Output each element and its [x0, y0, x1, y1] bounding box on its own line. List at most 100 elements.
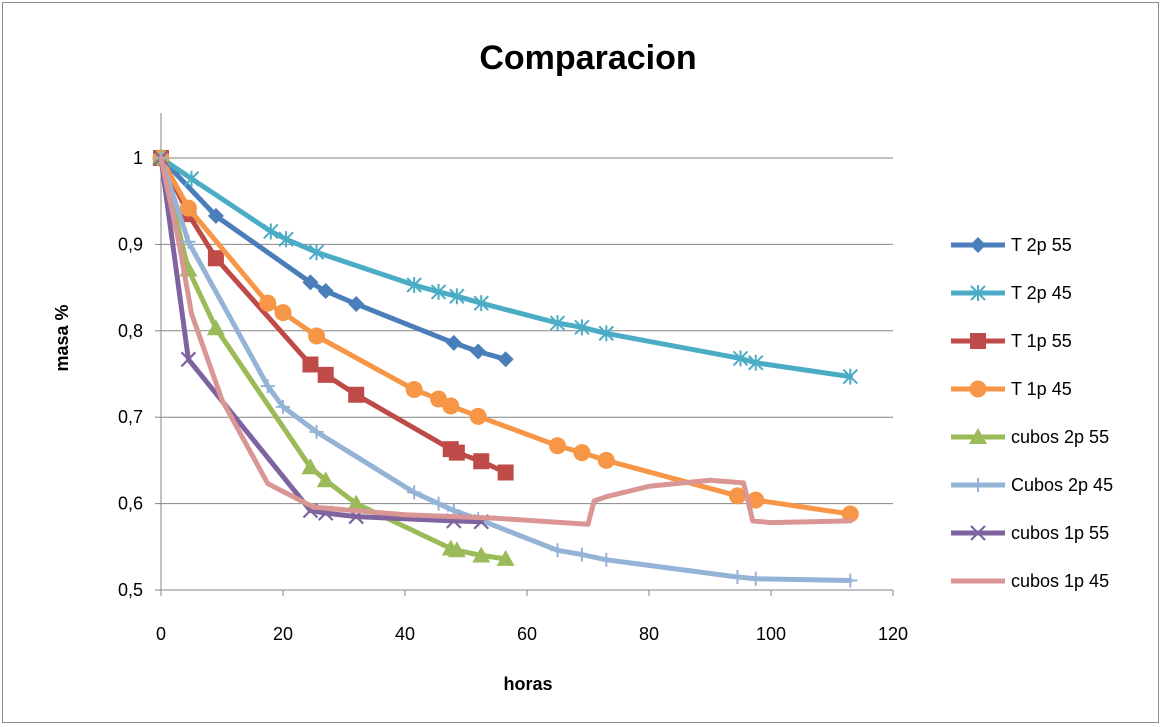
- legend-label: cubos 1p 55: [1011, 523, 1109, 543]
- legend-marker: [969, 380, 987, 398]
- series-cubos-2p-45: [154, 151, 858, 588]
- line-chart: Comparacion 0,5 0,6 0,7 0,8 0,9 1 0 20 40 60 80 100…: [52, 39, 1113, 694]
- series-cubos-1p-45: [158, 155, 853, 527]
- data-point: [549, 437, 566, 455]
- legend-label: T 1p 45: [1011, 379, 1072, 399]
- chart-title: Comparacion: [479, 39, 696, 77]
- legend-label: T 2p 45: [1011, 283, 1072, 303]
- legend-item: Cubos 2p 45: [951, 475, 1113, 495]
- data-point: [316, 471, 335, 488]
- gridlines: [161, 157, 893, 505]
- data-point: [473, 295, 489, 312]
- legend-marker: [970, 237, 986, 253]
- legend-item: cubos 1p 45: [951, 571, 1109, 591]
- series-line: [158, 155, 509, 475]
- data-point: [469, 407, 487, 425]
- data-point: [748, 571, 763, 586]
- data-point: [473, 453, 490, 470]
- data-point: [347, 494, 366, 511]
- x-tick-label: 120: [878, 624, 908, 644]
- legend-item: T 1p 55: [951, 331, 1072, 351]
- data-point: [180, 351, 197, 368]
- data-point: [445, 334, 462, 351]
- x-tick-label: 100: [756, 624, 786, 644]
- legend-label: cubos 1p 45: [1011, 571, 1109, 591]
- data-point: [278, 231, 294, 248]
- y-tick-label: 0,9: [118, 234, 143, 254]
- legend-item: cubos 1p 55: [951, 523, 1109, 543]
- data-point: [574, 547, 589, 562]
- axes: [155, 113, 894, 596]
- data-point: [179, 199, 197, 217]
- series-line: [158, 155, 853, 380]
- data-point: [406, 277, 422, 294]
- data-point: [748, 354, 764, 371]
- data-point: [206, 319, 225, 336]
- data-point: [728, 487, 746, 505]
- series-line: [158, 155, 509, 562]
- data-point: [348, 386, 365, 403]
- x-tick-label: 40: [395, 624, 415, 644]
- legend-item: T 1p 45: [951, 379, 1072, 399]
- data-point: [598, 325, 615, 342]
- data-point: [842, 368, 859, 385]
- legend-item: T 2p 55: [951, 235, 1072, 255]
- data-point: [259, 294, 277, 312]
- x-tick-label: 60: [517, 624, 537, 644]
- data-point: [497, 464, 514, 481]
- data-point: [472, 546, 491, 563]
- data-point: [843, 573, 858, 588]
- data-point: [449, 288, 465, 305]
- series-layer: [152, 149, 859, 588]
- data-point: [447, 541, 466, 558]
- data-point: [573, 444, 591, 462]
- data-point: [308, 244, 325, 261]
- data-point: [309, 424, 324, 439]
- data-point: [308, 327, 326, 345]
- data-point: [407, 485, 422, 500]
- x-tick-label: 80: [639, 624, 659, 644]
- data-point: [597, 451, 615, 469]
- data-point: [747, 491, 765, 509]
- data-point: [574, 319, 590, 336]
- data-point: [302, 274, 319, 291]
- y-tick-label: 0,7: [118, 407, 143, 427]
- y-tick-label: 1: [133, 148, 143, 168]
- data-point: [730, 570, 745, 585]
- data-point: [207, 207, 224, 224]
- y-tick-label: 0,8: [118, 321, 143, 341]
- series-line: [158, 155, 853, 517]
- series-line: [158, 155, 853, 527]
- x-tick-label: 20: [273, 624, 293, 644]
- data-point: [301, 458, 320, 475]
- data-point: [260, 379, 275, 394]
- y-tick-label: 0,6: [118, 494, 143, 514]
- y-axis-title: masa %: [52, 304, 72, 371]
- legend-label: T 2p 55: [1011, 235, 1072, 255]
- legend-marker: [970, 525, 986, 541]
- data-point: [317, 283, 334, 300]
- x-tick-label: 0: [156, 624, 166, 644]
- legend-label: cubos 2p 55: [1011, 427, 1109, 447]
- data-point: [405, 381, 423, 399]
- y-tick-label: 0,5: [118, 580, 143, 600]
- data-point: [496, 549, 515, 566]
- data-point: [183, 170, 200, 187]
- data-point: [497, 351, 514, 368]
- data-point: [470, 343, 487, 360]
- data-point: [442, 397, 460, 415]
- x-axis-title: horas: [503, 674, 552, 694]
- data-point: [274, 304, 292, 322]
- data-point: [181, 234, 196, 249]
- legend-marker: [970, 333, 986, 349]
- data-point: [549, 315, 566, 332]
- data-point: [550, 543, 565, 558]
- data-point: [317, 366, 334, 383]
- data-point: [207, 250, 224, 267]
- legend-marker: [970, 285, 986, 301]
- tick-labels: 0,5 0,6 0,7 0,8 0,9 1 0 20 40 60 80 100 120: [118, 148, 908, 644]
- legend-marker: [971, 478, 985, 492]
- data-point: [448, 444, 465, 461]
- data-point: [302, 356, 319, 373]
